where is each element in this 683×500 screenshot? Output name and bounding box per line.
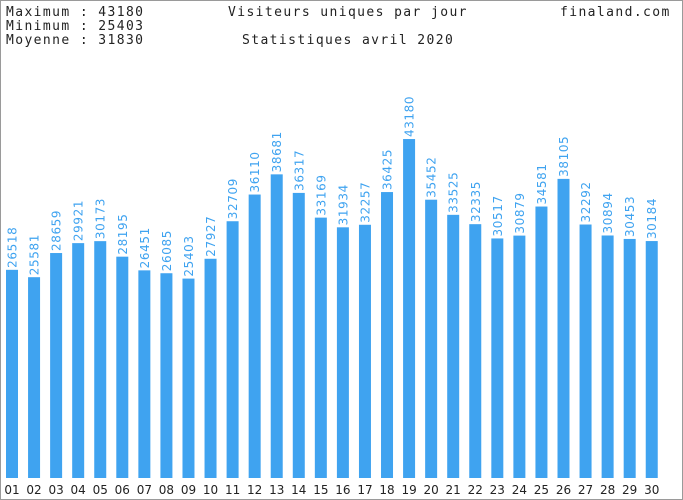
bar-day-16 — [336, 227, 349, 478]
x-tick-label-02: 02 — [26, 483, 41, 497]
value-label-day-12: 36110 — [248, 151, 262, 192]
value-label-day-05: 30173 — [94, 198, 108, 239]
bar-day-01 — [6, 269, 18, 478]
value-label-day-04: 29921 — [72, 200, 86, 241]
x-tick-label-13: 13 — [269, 483, 284, 497]
value-label-day-21: 33525 — [447, 172, 461, 213]
bar-day-23 — [491, 238, 504, 478]
x-tick-label-17: 17 — [357, 483, 372, 497]
average-stat: Moyenne : 31830 — [6, 33, 145, 48]
x-tick-label-08: 08 — [159, 483, 174, 497]
x-tick-label-25: 25 — [534, 483, 549, 497]
bar-day-24 — [513, 235, 526, 478]
bar-day-11 — [226, 221, 239, 479]
value-label-day-07: 26451 — [138, 227, 152, 268]
bar-day-27 — [579, 224, 592, 478]
value-label-day-26: 38105 — [557, 136, 571, 177]
bar-day-25 — [535, 206, 548, 479]
value-label-day-03: 28659 — [50, 210, 64, 251]
x-tick-label-14: 14 — [291, 483, 306, 497]
x-tick-label-23: 23 — [490, 483, 505, 497]
value-label-day-19: 43180 — [403, 96, 417, 137]
x-tick-label-27: 27 — [578, 483, 593, 497]
x-tick-label-10: 10 — [203, 483, 218, 497]
x-tick-label-24: 24 — [512, 483, 527, 497]
x-tick-label-09: 09 — [181, 483, 196, 497]
value-label-day-15: 33169 — [314, 174, 328, 215]
bar-day-15 — [314, 217, 327, 478]
x-tick-label-04: 04 — [71, 483, 86, 497]
bar-day-28 — [601, 235, 614, 478]
bar-day-20 — [425, 199, 438, 478]
bar-day-05 — [94, 241, 107, 478]
bar-day-19 — [403, 139, 416, 479]
value-label-day-01: 26518 — [6, 227, 20, 268]
bar-day-17 — [358, 224, 371, 478]
bar-day-08 — [160, 273, 173, 478]
x-tick-label-20: 20 — [423, 483, 438, 497]
bar-day-18 — [381, 192, 394, 478]
x-tick-label-15: 15 — [313, 483, 328, 497]
minimum-stat: Minimum : 25403 — [6, 19, 145, 34]
value-label-day-16: 31934 — [336, 184, 350, 225]
value-label-day-29: 30453 — [623, 196, 637, 237]
x-tick-label-06: 06 — [115, 483, 130, 497]
x-tick-label-22: 22 — [468, 483, 483, 497]
chart-title: Visiteurs uniques par jour — [228, 5, 468, 20]
bar-day-14 — [292, 192, 305, 478]
value-label-day-13: 38681 — [270, 131, 284, 172]
x-tick-label-21: 21 — [446, 483, 461, 497]
maximum-stat: Maximum : 43180 — [6, 5, 145, 20]
value-label-day-25: 34581 — [535, 163, 549, 204]
value-label-day-18: 36425 — [381, 149, 395, 190]
value-label-day-09: 25403 — [182, 235, 196, 276]
value-label-day-24: 30879 — [513, 192, 527, 233]
bar-day-21 — [447, 214, 460, 478]
bar-day-29 — [623, 238, 636, 478]
x-tick-label-28: 28 — [600, 483, 615, 497]
value-label-day-06: 28195 — [116, 213, 130, 254]
bar-day-12 — [248, 194, 261, 479]
x-tick-label-05: 05 — [93, 483, 108, 497]
x-tick-label-26: 26 — [556, 483, 571, 497]
bar-day-07 — [138, 270, 151, 478]
chart-subtitle: Statistiques avril 2020 — [242, 33, 455, 48]
bar-day-04 — [72, 243, 85, 478]
value-label-day-20: 35452 — [425, 157, 439, 198]
x-tick-label-03: 03 — [48, 483, 63, 497]
bar-day-03 — [50, 253, 63, 478]
bar-day-26 — [557, 178, 570, 478]
bar-day-10 — [204, 258, 217, 478]
x-tick-label-30: 30 — [644, 483, 659, 497]
value-label-day-08: 26085 — [160, 230, 174, 271]
bar-day-09 — [182, 278, 195, 478]
x-tick-label-29: 29 — [622, 483, 637, 497]
value-label-day-02: 25581 — [28, 234, 42, 275]
value-label-day-17: 32257 — [358, 182, 372, 223]
value-label-day-22: 32335 — [469, 181, 483, 222]
bar-day-22 — [469, 224, 482, 478]
value-label-day-23: 30517 — [491, 195, 505, 236]
x-tick-label-12: 12 — [247, 483, 262, 497]
value-label-day-30: 30184 — [645, 198, 659, 239]
bar-day-02 — [28, 277, 41, 478]
value-label-day-27: 32292 — [579, 181, 593, 222]
value-label-day-28: 30894 — [601, 192, 615, 233]
x-tick-label-01: 01 — [4, 483, 19, 497]
value-label-day-10: 27927 — [204, 216, 218, 257]
x-tick-label-18: 18 — [379, 483, 394, 497]
bar-day-30 — [645, 241, 658, 478]
site-name: finaland.com — [560, 5, 671, 20]
x-tick-label-16: 16 — [335, 483, 350, 497]
value-label-day-11: 32709 — [226, 178, 240, 219]
bar-day-13 — [270, 174, 283, 478]
value-label-day-14: 36317 — [292, 150, 306, 191]
x-tick-label-07: 07 — [137, 483, 152, 497]
x-tick-label-11: 11 — [225, 483, 240, 497]
x-tick-label-19: 19 — [401, 483, 416, 497]
bar-day-06 — [116, 256, 129, 478]
